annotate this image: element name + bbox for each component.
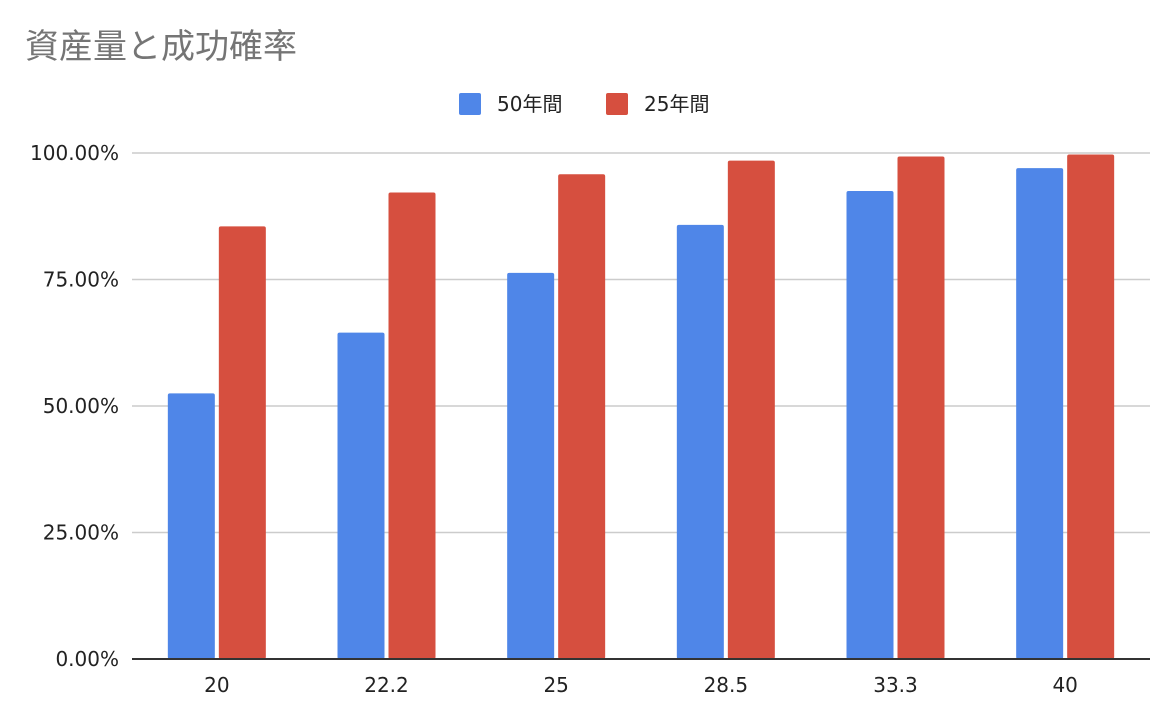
legend-swatch-series-0 (459, 93, 481, 115)
chart-title: 資産量と成功確率 (25, 27, 297, 67)
y-tick-label: 0.00% (55, 647, 119, 671)
x-tick-label: 25 (543, 673, 568, 697)
y-tick-label: 100.00% (30, 141, 119, 165)
legend-label-series-1: 25年間 (644, 92, 709, 116)
bar-series-1-40 (1067, 154, 1115, 659)
x-tick-label: 20 (204, 673, 229, 697)
y-tick-label: 25.00% (43, 521, 119, 545)
legend-swatch-series-1 (606, 93, 628, 115)
grid-lines (132, 152, 1150, 534)
x-tick-label: 22.2 (364, 673, 409, 697)
bar-series-1-33-3 (897, 156, 945, 660)
bar-series-0-25 (507, 272, 555, 659)
y-axis-tick-labels: 0.00% 25.00% 50.00% 75.00% 100.00% (30, 141, 119, 671)
y-tick-label: 50.00% (43, 394, 119, 418)
x-axis-tick-labels: 20 22.2 25 28.5 33.3 40 (204, 673, 1078, 697)
bar-series-1-25 (558, 174, 606, 659)
bar-series-1-28-5 (727, 160, 775, 659)
bar-series (167, 154, 1115, 660)
chart-legend: 50年間 25年間 (459, 92, 709, 116)
bar-series-0-20 (167, 393, 215, 659)
x-tick-label: 28.5 (704, 673, 749, 697)
bar-series-1-22-2 (388, 192, 436, 659)
bar-series-0-33-3 (846, 190, 894, 659)
x-tick-label: 40 (1052, 673, 1077, 697)
x-tick-label: 33.3 (873, 673, 918, 697)
bar-series-0-28-5 (676, 224, 724, 660)
bar-series-1-20 (218, 226, 266, 659)
legend-label-series-0: 50年間 (497, 92, 562, 116)
bar-series-0-40 (1016, 168, 1064, 659)
y-tick-label: 75.00% (43, 268, 119, 292)
bar-series-0-22-2 (337, 332, 385, 659)
